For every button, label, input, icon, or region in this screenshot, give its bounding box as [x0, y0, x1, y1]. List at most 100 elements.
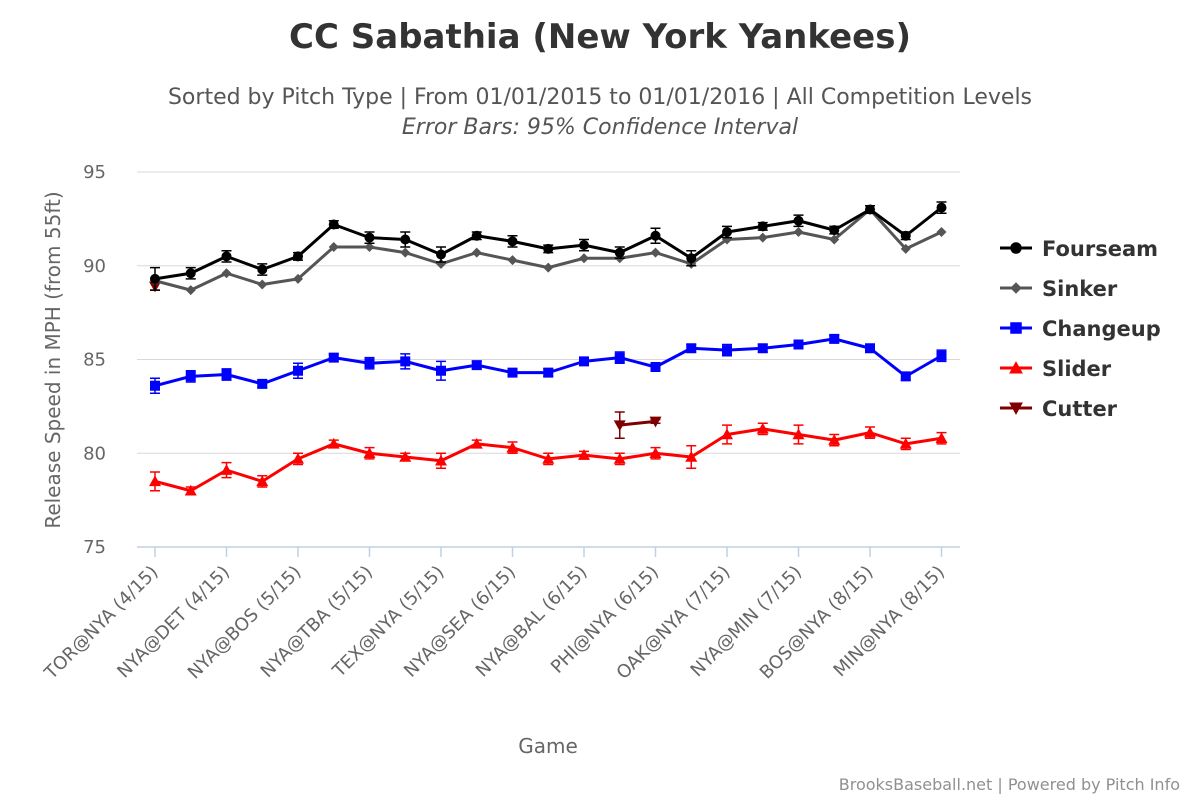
legend-item-sinker[interactable]: Sinker [1000, 277, 1118, 301]
slider-point [184, 484, 197, 496]
sinker-point [185, 285, 196, 296]
slider-point [542, 452, 555, 464]
cutter-point [649, 416, 662, 428]
sinker-point [221, 268, 232, 279]
sinker-point [936, 227, 947, 237]
cutter-point [613, 420, 626, 432]
sinker-point [757, 232, 768, 243]
chart-title: CC Sabathia (New York Yankees) [289, 17, 911, 57]
x-axis-title: Game [518, 734, 578, 758]
changeup-point [936, 350, 947, 361]
legend-item-slider[interactable]: Slider [1000, 357, 1112, 381]
fourseam-point [471, 230, 482, 241]
series-changeup [150, 333, 947, 394]
changeup-point [436, 365, 446, 376]
slider-point [864, 426, 876, 438]
slider-point [327, 437, 340, 449]
changeup-point [185, 371, 196, 382]
legend-marker-fourseam [1010, 242, 1022, 254]
fourseam-point [614, 247, 625, 258]
slider-point [506, 441, 519, 453]
changeup-point [221, 369, 232, 380]
slider-point [149, 475, 161, 487]
legend-marker-cutter [1009, 402, 1023, 415]
fourseam-point [400, 234, 411, 245]
changeup-line [154, 337, 943, 388]
slider-point [399, 451, 412, 462]
fourseam-point [543, 243, 554, 254]
fourseam-point [722, 227, 732, 237]
slider-point [470, 437, 483, 449]
legend-item-changeup[interactable]: Changeup [1000, 317, 1161, 341]
changeup-point [865, 343, 875, 354]
chart-subtitle-error-bars: Error Bars: 95% Confidence Interval [402, 115, 798, 140]
fourseam-point [829, 225, 840, 236]
changeup-point [543, 367, 554, 378]
legend-label-fourseam: Fourseam [1042, 237, 1158, 261]
fourseam-point [793, 215, 804, 226]
slider-point [220, 464, 233, 475]
slider-point [899, 437, 912, 449]
y-tick-label-85: 85 [83, 350, 106, 371]
slider-point [935, 432, 948, 444]
slider-point [685, 451, 698, 462]
legend-item-fourseam[interactable]: Fourseam [1000, 237, 1158, 261]
series-slider [149, 422, 948, 496]
slider-point [292, 452, 304, 464]
slider-point [828, 434, 841, 445]
fourseam-point [757, 221, 768, 232]
legend-item-cutter[interactable]: Cutter [1000, 397, 1118, 421]
legend-label-sinker: Sinker [1042, 277, 1118, 301]
sinker-point [257, 279, 268, 290]
y-tick-label-90: 90 [83, 256, 106, 277]
fourseam-point [900, 230, 911, 241]
changeup-point [400, 356, 411, 367]
changeup-point [829, 333, 840, 344]
sinker-point [507, 255, 518, 266]
sinker-point [579, 253, 589, 264]
legend-label-slider: Slider [1042, 357, 1112, 381]
sinker-point [400, 247, 411, 258]
sinker-point [543, 262, 554, 273]
legend-label-changeup: Changeup [1042, 317, 1161, 341]
legend[interactable]: Fourseam Sinker Changeup Slider Cutter [1000, 237, 1161, 421]
slider-point [792, 428, 805, 440]
changeup-point [150, 380, 160, 391]
legend-label-cutter: Cutter [1042, 397, 1118, 421]
changeup-point [257, 378, 268, 389]
changeup-point [328, 352, 339, 363]
sinker-point [900, 243, 911, 254]
legend-marker-slider [1009, 361, 1023, 374]
changeup-point [471, 360, 482, 371]
sinker-point [650, 247, 661, 258]
changeup-point [650, 362, 661, 372]
changeup-point [293, 365, 303, 376]
changeup-point [793, 339, 804, 350]
fourseam-point [650, 230, 661, 241]
sinker-point [471, 247, 482, 258]
y-tick-label-75: 75 [83, 537, 106, 558]
y-tick-label-80: 80 [83, 443, 106, 464]
sinker-point [793, 227, 804, 237]
slider-point [649, 447, 662, 459]
fourseam-point [436, 249, 446, 260]
slider-point [256, 475, 269, 487]
fourseam-point [221, 251, 232, 262]
credits[interactable]: BrooksBaseball.net | Powered by Pitch In… [839, 775, 1180, 794]
slider-point [578, 449, 590, 460]
changeup-point [722, 345, 732, 356]
series-sinker [150, 204, 947, 296]
changeup-point [507, 367, 518, 378]
legend-marker-sinker [1010, 282, 1022, 294]
series-fourseam [150, 201, 947, 291]
cutter-line [619, 419, 656, 427]
fourseam-point [328, 219, 339, 230]
fourseam-point [150, 273, 160, 284]
fourseam-point [936, 202, 947, 213]
fourseam-point [293, 251, 303, 262]
fourseam-point [865, 204, 875, 215]
slider-point [756, 422, 769, 434]
slider-point [363, 447, 376, 459]
slider-point [435, 454, 447, 466]
